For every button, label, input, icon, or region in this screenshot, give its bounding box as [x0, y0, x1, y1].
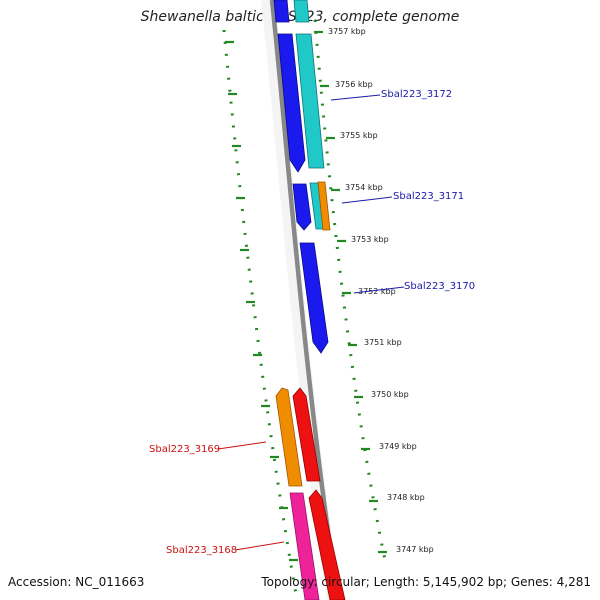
tick-label: 3754 kbp: [345, 183, 383, 192]
gene-arrow[interactable]: [289, 492, 320, 600]
gene-arrow[interactable]: [308, 489, 346, 600]
topology-text: Topology: circular; Length: 5,145,902 bp…: [261, 575, 591, 589]
backbone-line: [269, 0, 341, 600]
tick-label: 3753 kbp: [351, 235, 389, 244]
gene-label-3168[interactable]: Sbal223_3168: [166, 545, 237, 556]
gene-arrow[interactable]: [292, 183, 312, 231]
gene-arrow[interactable]: [275, 387, 303, 487]
tick-label: 3749 kbp: [379, 442, 417, 451]
gene-arrow[interactable]: [277, 33, 306, 173]
gene-label-3169[interactable]: Sbal223_3169: [149, 444, 220, 455]
tick-label: 3750 kbp: [371, 390, 409, 399]
gene-arrow[interactable]: [299, 242, 329, 354]
tick-label: 3748 kbp: [387, 493, 425, 502]
tick-label: 3756 kbp: [335, 80, 373, 89]
tick-label: 3752 kbp: [358, 287, 396, 296]
gene-arrow[interactable]: [293, 0, 310, 23]
gene-arrow[interactable]: [292, 387, 321, 482]
major-ticks: [225, 30, 387, 562]
accession-text: Accession: NC_011663: [8, 575, 145, 589]
gene-label-3172[interactable]: Sbal223_3172: [381, 89, 452, 100]
gene-arrow[interactable]: [317, 181, 331, 231]
gene-arrow[interactable]: [295, 33, 325, 169]
label-leaders: [217, 94, 405, 551]
tick-label: 3755 kbp: [340, 131, 378, 140]
gene-arrow[interactable]: [273, 0, 290, 23]
tick-label: 3757 kbp: [328, 27, 366, 36]
gene-label-3170[interactable]: Sbal223_3170: [404, 281, 475, 292]
gene-label-3171[interactable]: Sbal223_3171: [393, 191, 464, 202]
tick-label: 3747 kbp: [396, 545, 434, 554]
tick-label: 3751 kbp: [364, 338, 402, 347]
tick-ladder-left: [222, 29, 299, 600]
